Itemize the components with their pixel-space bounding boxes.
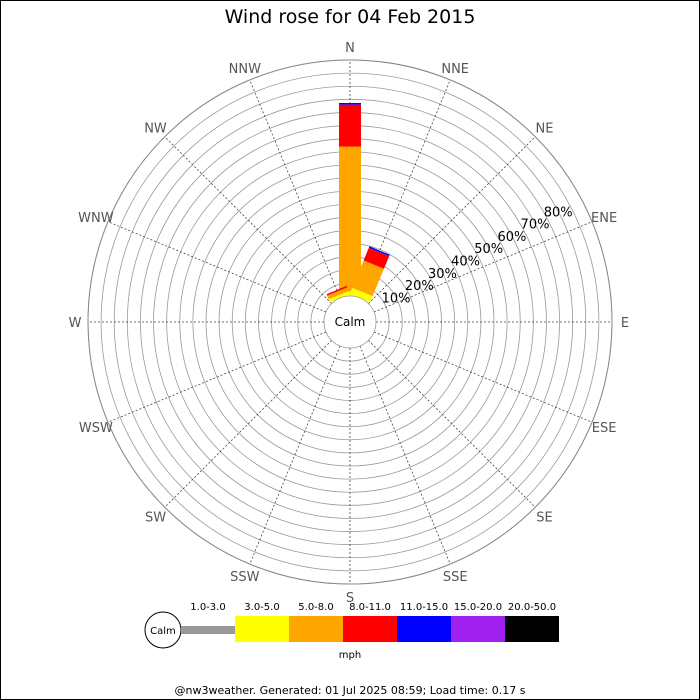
- spoke-sw: [164, 340, 332, 508]
- legend-calm-label: Calm: [150, 626, 176, 637]
- petal-nnw-bin-3: [326, 285, 348, 296]
- petal-n-bin-2: [339, 146, 361, 293]
- petal-nnw-bin-1: [328, 290, 351, 303]
- chart-title: Wind rose for 04 Feb 2015: [224, 6, 476, 28]
- spoke-wsw: [107, 331, 327, 423]
- direction-label-ssw: SSW: [230, 570, 260, 585]
- ring-label: 80%: [544, 205, 573, 220]
- direction-label-wsw: WSW: [79, 421, 113, 436]
- direction-label-n: N: [345, 41, 355, 56]
- direction-label-sw: SW: [145, 511, 166, 526]
- petals-group: [326, 103, 390, 303]
- petal-n-bin-4: [339, 103, 361, 105]
- spoke-wnw: [107, 221, 327, 313]
- petal-nnw-bin-2: [327, 287, 350, 300]
- grid-ring: [100, 72, 600, 572]
- ring-label: 70%: [521, 218, 550, 233]
- petal-nne-bin-3: [363, 247, 390, 269]
- direction-label-wnw: WNW: [78, 211, 114, 226]
- spoke-ese: [373, 331, 593, 423]
- legend-label-bin-3: 8.0-11.0: [349, 602, 391, 613]
- ring-label: 40%: [451, 255, 480, 270]
- spoke-ene: [373, 221, 593, 313]
- spoke-nw: [164, 136, 332, 304]
- petal-nne-bin-4: [368, 246, 390, 257]
- labels-group: Calm N NNE NE ENE E ESE SE SSE S SSW SW WSW W WNW NW NNW…: [69, 41, 630, 606]
- direction-label-sse: SSE: [443, 570, 468, 585]
- spoke-ssw: [249, 345, 341, 565]
- legend-label-bin-0: 1.0-3.0: [190, 602, 225, 613]
- legend-swatch-bin-5: [451, 616, 505, 642]
- legend-swatch-bin-3: [343, 616, 397, 642]
- legend-label-bin-6: 20.0-50.0: [508, 602, 556, 613]
- legend-group: Calm 1.0-3.0 3.0-5.0 5.0-8.0 8.0-11.0 11.0-15…: [144, 602, 559, 661]
- spoke-sse: [359, 345, 451, 565]
- legend-swatch-bin-4: [397, 616, 451, 642]
- legend-swatch-bin-2: [289, 616, 343, 642]
- ring-label: 50%: [474, 242, 503, 257]
- ring-label: 10%: [382, 292, 411, 307]
- legend-swatch-bin-1: [235, 616, 289, 642]
- ring-label: 60%: [497, 230, 526, 245]
- direction-label-ene: ENE: [591, 211, 617, 226]
- direction-label-s: S: [346, 591, 354, 606]
- direction-label-w: W: [69, 316, 82, 331]
- legend-swatch-bin-6: [505, 616, 559, 642]
- legend-label-bin-5: 15.0-20.0: [454, 602, 502, 613]
- direction-label-nnw: NNW: [229, 62, 261, 77]
- direction-label-e: E: [621, 316, 629, 331]
- direction-label-nw: NW: [144, 122, 167, 137]
- spoke-nne: [359, 79, 451, 299]
- direction-label-se: SE: [536, 511, 552, 526]
- footer-text: @nw3weather. Generated: 01 Jul 2025 08:5…: [174, 684, 526, 697]
- calm-circle: [323, 295, 377, 349]
- legend-unit-label: mph: [339, 650, 361, 661]
- petal-n-bin-3: [339, 104, 361, 147]
- direction-label-nne: NNE: [441, 62, 469, 77]
- direction-label-ne: NE: [536, 122, 554, 137]
- direction-label-ese: ESE: [592, 421, 617, 436]
- petal-nne-bin-1: [349, 287, 373, 303]
- spoke-nnw: [249, 79, 341, 299]
- outer-ring: [87, 59, 613, 585]
- legend-label-bin-1: 3.0-5.0: [244, 602, 279, 613]
- calm-label: Calm: [335, 315, 366, 329]
- legend-swatch-bin-0: [181, 626, 235, 634]
- legend-label-bin-4: 11.0-15.0: [400, 602, 448, 613]
- spoke-se: [368, 340, 536, 508]
- spokes-group: [88, 60, 612, 584]
- ring-label: 30%: [428, 267, 457, 282]
- ring-label: 20%: [405, 279, 434, 294]
- spoke-ne: [368, 136, 536, 304]
- petal-nne-bin-2: [352, 260, 384, 297]
- legend-label-bin-2: 5.0-8.0: [298, 602, 333, 613]
